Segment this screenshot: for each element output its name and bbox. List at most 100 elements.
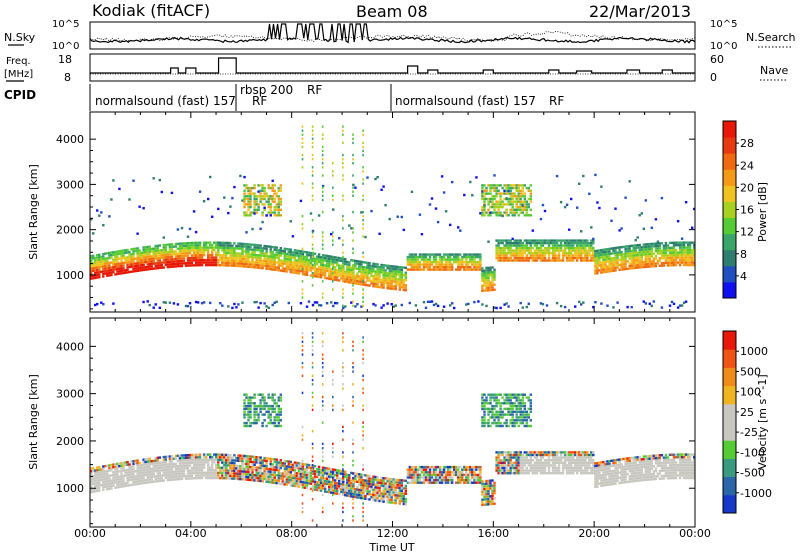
velocity-cell — [194, 461, 198, 464]
power-cell — [253, 248, 256, 252]
power-cell — [98, 256, 101, 259]
power-cell — [319, 273, 323, 276]
power-cell — [636, 256, 639, 259]
velocity-cell — [317, 465, 321, 469]
power-cell — [200, 246, 204, 249]
power-cell — [311, 251, 314, 254]
power-cell — [311, 133, 314, 136]
velocity-cell — [313, 470, 317, 473]
power-cell — [211, 248, 214, 252]
power-cell — [598, 269, 601, 272]
power-cell — [346, 280, 349, 284]
velocity-cell — [116, 465, 119, 468]
power-cell — [693, 244, 696, 247]
power-cell — [313, 272, 317, 275]
power-cell — [578, 241, 581, 245]
velocity-cell — [198, 463, 202, 467]
power-cell — [330, 257, 333, 261]
power-cell — [531, 256, 535, 260]
power-cell — [509, 186, 512, 190]
power-cell — [362, 276, 365, 279]
power-cell — [209, 241, 212, 244]
velocity-cell — [207, 469, 210, 472]
velocity-cell — [356, 480, 359, 483]
velocity-cell — [279, 461, 283, 465]
power-cell — [551, 239, 555, 242]
power-cell — [519, 189, 522, 192]
power-cell — [515, 203, 518, 206]
power-cell — [150, 267, 153, 271]
velocity-cell — [263, 404, 266, 408]
power-cell — [408, 268, 412, 271]
power-cell — [602, 251, 605, 254]
velocity-cell — [90, 472, 93, 476]
power-cell — [578, 254, 581, 257]
power-cell — [469, 180, 472, 184]
velocity-cell — [158, 466, 162, 470]
power-cell — [190, 261, 194, 265]
power-cell — [537, 256, 541, 260]
power-cell — [283, 260, 287, 263]
power-cell — [580, 303, 583, 306]
power-cell — [287, 260, 291, 263]
power-cell — [549, 239, 553, 242]
velocity-cell — [273, 473, 276, 477]
power-cell — [317, 273, 321, 276]
power-cell — [311, 231, 314, 234]
power-cell — [588, 259, 591, 262]
power-cell — [412, 265, 416, 269]
power-cell — [576, 256, 579, 260]
velocity-cell — [362, 492, 365, 495]
velocity-cell — [279, 459, 283, 462]
power-cell — [184, 242, 188, 245]
velocity-cell — [92, 480, 95, 483]
power-cell — [265, 250, 268, 253]
power-cell — [209, 301, 212, 305]
power-cell — [305, 268, 309, 271]
power-cell — [438, 268, 442, 271]
power-cell — [134, 262, 137, 265]
velocity-cell — [245, 424, 248, 428]
power-cell — [650, 262, 654, 266]
velocity-cell — [219, 453, 222, 456]
velocity-cell — [265, 402, 268, 405]
power-cell — [668, 254, 672, 257]
velocity-cell — [118, 465, 121, 468]
power-cell — [162, 251, 166, 254]
power-cell — [338, 269, 341, 272]
velocity-cell — [325, 472, 329, 475]
velocity-cell — [342, 425, 344, 429]
power-cell — [561, 244, 565, 247]
velocity-cell — [231, 461, 234, 465]
power-cell — [321, 190, 324, 193]
velocity-cell — [124, 463, 127, 467]
power-cell — [568, 256, 571, 260]
velocity-cell — [253, 416, 256, 419]
velocity-cell — [295, 461, 299, 465]
velocity-cell — [267, 467, 270, 471]
velocity-cell — [323, 466, 327, 470]
power-cell — [600, 268, 603, 272]
velocity-cell — [217, 476, 220, 480]
power-colorbar-tick-label: 8 — [740, 248, 747, 261]
power-cell — [255, 253, 258, 257]
power-cell — [684, 241, 688, 244]
velocity-cell — [200, 461, 204, 464]
power-cell — [684, 258, 688, 262]
power-cell — [525, 254, 529, 257]
power-cell — [269, 260, 272, 263]
velocity-cell — [186, 461, 190, 465]
power-cell — [483, 274, 486, 277]
power-cell — [457, 268, 460, 271]
velocity-cell — [328, 480, 331, 483]
power-cell — [517, 249, 520, 252]
power-cell — [130, 255, 133, 258]
velocity-cell — [194, 456, 198, 459]
power-cell — [658, 264, 662, 267]
power-cell — [612, 252, 615, 255]
freq-label-line2: [MHz] — [4, 69, 33, 80]
velocity-cell — [247, 468, 250, 471]
velocity-cell — [301, 472, 304, 475]
power-cell — [576, 259, 579, 262]
power-cell — [505, 251, 508, 255]
